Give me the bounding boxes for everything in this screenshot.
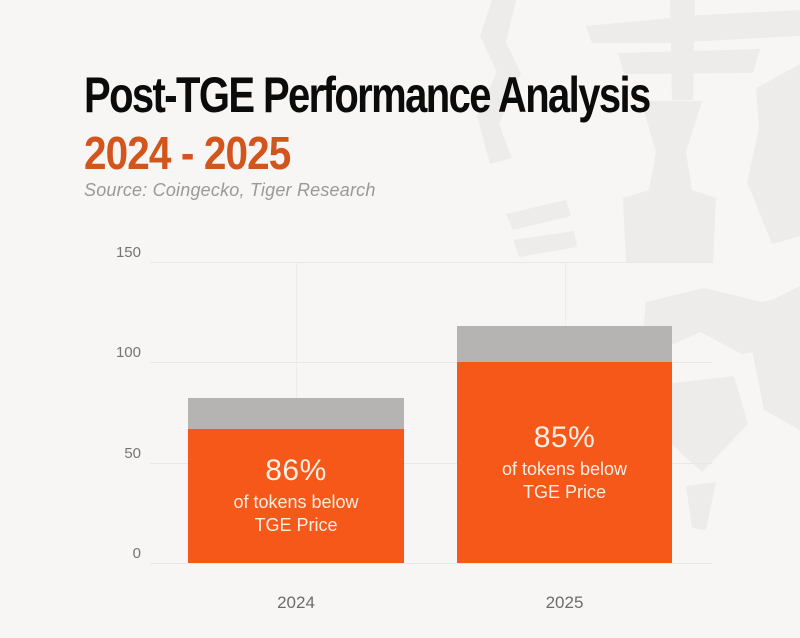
percent-value: 86% [265,454,327,488]
annotation-line: TGE Price [522,482,606,503]
page-title: Post-TGE Performance Analysis [84,67,651,123]
gridline-y-50 [150,462,712,464]
page-subtitle: 2024 - 2025 [84,127,291,179]
x-axis-label-2024: 2024 [277,593,315,612]
bar-2024-annotation: 86% of tokens below TGE Price [188,429,404,563]
y-axis-tick-label: 100 [115,344,141,362]
y-axis-tick-label: 150 [115,244,141,261]
bar-2025-below-tge-segment [457,362,672,563]
bar-2024-below-tge-segment [188,428,404,563]
bar-2024-above-tge-segment [188,398,404,429]
y-axis-tick-label: 0 [132,545,141,562]
annotation-line: TGE Price [254,515,338,536]
bar-2025-above-tge-segment [457,326,672,363]
gridline-y-100 [150,362,712,364]
percent-value: 85% [533,421,596,455]
source-note: Source: Coingecko, Tiger Research [84,180,376,200]
y-axis-tick-label: 50 [124,444,141,462]
annotation-line: of tokens below [501,459,628,480]
gridline-y-0 [150,563,712,564]
x-axis-label-2025: 2025 [545,593,584,612]
bar-2025-annotation: 85% of tokens below TGE Price [457,362,672,563]
gridline-y-150 [150,262,712,263]
annotation-line: of tokens below [233,492,359,513]
